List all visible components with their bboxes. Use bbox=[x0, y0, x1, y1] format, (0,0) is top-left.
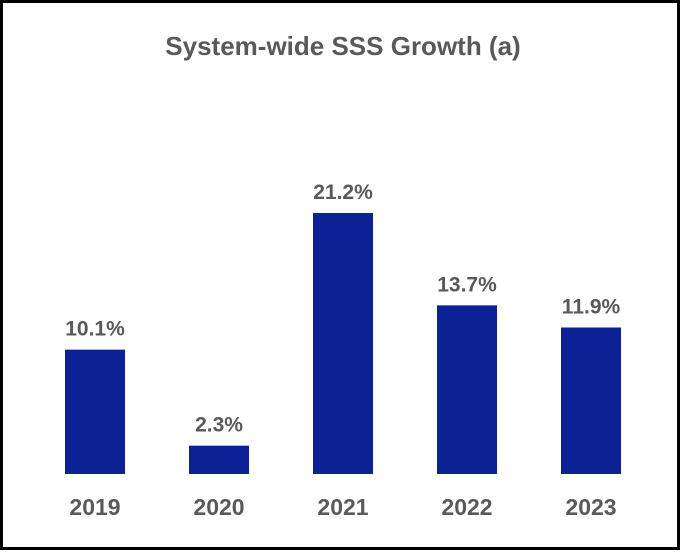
bar-chart: System-wide SSS Growth (a) 10.1% 2.3% 21.2… bbox=[65, 31, 621, 520]
value-label-2020: 2.3% bbox=[195, 414, 243, 437]
value-label-2023: 11.9% bbox=[562, 295, 621, 318]
value-label-2019: 10.1% bbox=[65, 318, 125, 341]
value-labels-group: 10.1% 2.3% 21.2% 13.7% 11.9% bbox=[65, 181, 620, 437]
x-tick-labels-group: 2019 2020 2021 2022 2023 bbox=[69, 494, 616, 520]
bar-2019 bbox=[65, 349, 125, 474]
bar-2022 bbox=[437, 305, 497, 474]
x-tick-label-2023: 2023 bbox=[565, 494, 616, 520]
bar-2023 bbox=[561, 327, 621, 474]
bars-group bbox=[65, 213, 621, 474]
x-tick-label-2019: 2019 bbox=[69, 494, 120, 520]
x-tick-label-2020: 2020 bbox=[193, 494, 244, 520]
x-tick-label-2021: 2021 bbox=[317, 494, 368, 520]
bar-2020 bbox=[189, 445, 249, 474]
value-label-2022: 13.7% bbox=[437, 273, 497, 296]
bar-2021 bbox=[313, 213, 373, 474]
value-label-2021: 21.2% bbox=[313, 181, 373, 204]
x-tick-label-2022: 2022 bbox=[441, 494, 492, 520]
chart-title: System-wide SSS Growth (a) bbox=[165, 31, 520, 61]
